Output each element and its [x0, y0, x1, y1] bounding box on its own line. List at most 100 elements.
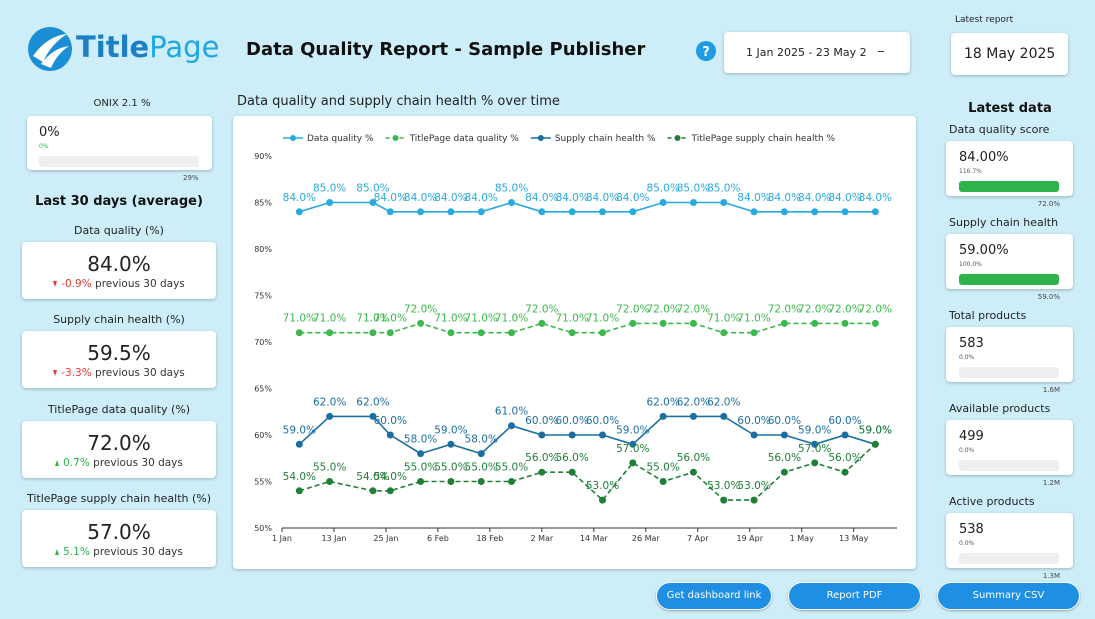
data-label: 55.0% — [646, 462, 679, 474]
data-point — [447, 329, 455, 337]
latest-report-box: 18 May 2025 — [951, 33, 1068, 75]
latest-report-label: Latest report — [955, 15, 1014, 25]
data-point — [750, 496, 758, 504]
data-point — [598, 329, 606, 337]
data-label: 57.0% — [798, 443, 831, 455]
date-range: 1 Jan 2025 - 23 May 2 — [746, 46, 867, 59]
action-button[interactable]: Report PDF — [788, 582, 921, 610]
data-point — [417, 208, 425, 216]
data-point — [477, 450, 485, 458]
data-point — [447, 478, 455, 485]
data-label: 59.0% — [616, 424, 649, 436]
data-label: 60.0% — [555, 415, 588, 427]
data-point — [295, 487, 303, 495]
kpi-label: Supply chain health (%) — [53, 313, 185, 326]
up-arrow — [55, 549, 60, 555]
latest-heading: Latest data — [968, 101, 1052, 116]
latest-label: Supply chain health — [949, 216, 1059, 229]
data-label: 53.0% — [586, 480, 619, 492]
data-point — [326, 199, 334, 206]
y-tick-label: 65% — [254, 385, 272, 394]
data-label: 56.0% — [555, 452, 588, 464]
latest-card: 84.00% 116.7% — [946, 141, 1073, 196]
data-point — [568, 431, 576, 439]
data-point — [629, 459, 637, 467]
data-label: 71.0% — [356, 313, 389, 325]
latest-bar — [959, 367, 1059, 378]
logo-bold: Title — [76, 30, 150, 64]
kpi-delta-row: 5.1% previous 30 days — [22, 546, 216, 558]
data-point — [508, 329, 516, 337]
data-label: 85.0% — [356, 183, 389, 195]
latest-sub: 116.7% — [959, 168, 982, 175]
kpi-delta-row: -0.9% previous 30 days — [22, 278, 216, 290]
onix-label: ONIX 2.1 % — [93, 98, 151, 109]
x-tick-label: 13 May — [839, 534, 869, 543]
series-line — [299, 201, 876, 213]
help-icon[interactable]: ? — [695, 40, 717, 62]
latest-label: Total products — [949, 309, 1027, 322]
x-tick-label: 1 May — [790, 534, 814, 543]
data-label: 59.0% — [859, 424, 892, 436]
chart-card: 50% 55% 60% 65% 70% 75% 80% 85% 90% 1 Jan 13 Jan 25… — [233, 116, 916, 569]
data-label: 71.0% — [465, 313, 498, 325]
data-label: 60.0% — [374, 415, 407, 427]
latest-card: 499 0.0% — [946, 420, 1073, 475]
date-picker[interactable]: 1 Jan 2025 - 23 May 2 — [724, 32, 910, 73]
latest-max: 1.6M — [1042, 386, 1060, 394]
data-point — [386, 329, 394, 337]
legend-dot — [537, 135, 544, 141]
kpi-card: 84.0% -0.9% previous 30 days — [22, 242, 216, 299]
data-point — [689, 199, 697, 206]
data-point — [295, 208, 303, 216]
data-label: 62.0% — [677, 396, 710, 408]
action-button[interactable]: Summary CSV — [937, 582, 1080, 610]
action-button[interactable]: Get dashboard link — [656, 582, 772, 610]
kpi-delta-row: -3.3% previous 30 days — [22, 367, 216, 379]
latest-value: 583 — [959, 336, 984, 351]
latest-value: 59.00% — [959, 243, 1009, 258]
logo-text: TitlePage — [76, 30, 219, 64]
data-label: 85.0% — [495, 183, 528, 195]
data-point — [417, 450, 425, 458]
x-tick-label: 7 Apr — [687, 534, 709, 543]
data-point — [659, 199, 667, 206]
data-point — [629, 319, 637, 327]
data-label: 55.0% — [404, 462, 437, 474]
x-tick-label: 1 Jan — [272, 534, 292, 543]
series-line — [299, 322, 876, 334]
data-label: 85.0% — [707, 183, 740, 195]
series-line — [298, 415, 876, 455]
data-point — [369, 412, 377, 420]
legend-label: TitlePage data quality % — [409, 134, 520, 144]
data-label: 72.0% — [798, 303, 831, 315]
y-tick-label: 50% — [254, 524, 272, 533]
latest-label: Active products — [949, 495, 1035, 508]
data-label: 56.0% — [768, 452, 801, 464]
data-label: 84.0% — [283, 192, 316, 204]
data-label: 58.0% — [465, 434, 498, 446]
data-point — [871, 440, 879, 448]
kpi-delta: 0.7% — [63, 457, 90, 469]
logo-light: Page — [149, 30, 220, 64]
data-label: 62.0% — [313, 396, 346, 408]
down-arrow — [53, 370, 58, 376]
data-point — [538, 431, 546, 439]
data-point — [326, 329, 334, 337]
svg-text:?: ? — [702, 45, 710, 60]
data-point — [841, 468, 849, 476]
data-point — [871, 208, 879, 216]
data-label: 56.0% — [525, 452, 558, 464]
kpi-card: 57.0% 5.1% previous 30 days — [22, 510, 216, 567]
data-label: 62.0% — [707, 396, 740, 408]
data-label: 84.0% — [434, 192, 467, 204]
legend-dot — [674, 135, 681, 141]
x-tick-label: 6 Feb — [427, 534, 449, 543]
data-point — [417, 478, 425, 485]
latest-value: 499 — [959, 429, 984, 444]
data-point — [780, 319, 788, 327]
latest-bar — [959, 181, 1059, 192]
data-label: 60.0% — [586, 415, 619, 427]
legend-label: Data quality % — [307, 134, 374, 144]
data-point — [689, 468, 697, 476]
